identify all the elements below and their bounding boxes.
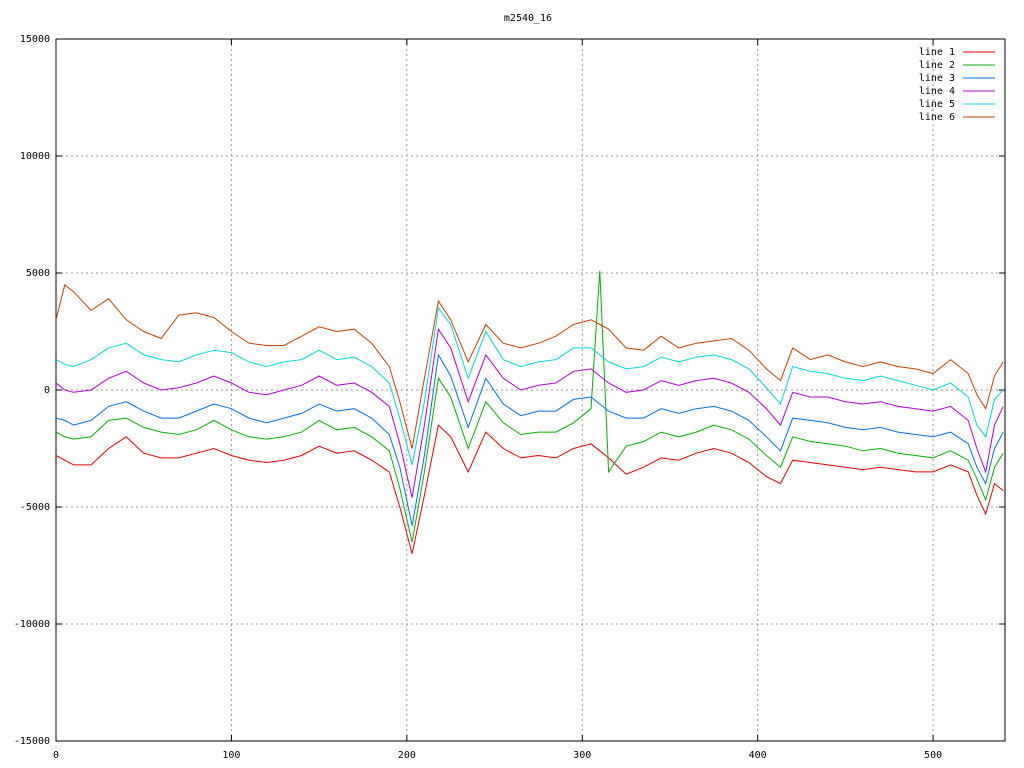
y-tick-label: 15000 bbox=[20, 34, 50, 45]
x-tick-label: 400 bbox=[749, 750, 767, 761]
y-tick-label: 0 bbox=[44, 385, 50, 396]
legend-label: line 5 bbox=[919, 99, 955, 110]
y-tick-label: 5000 bbox=[26, 268, 50, 279]
legend-label: line 1 bbox=[919, 47, 955, 58]
x-tick-label: 200 bbox=[398, 750, 416, 761]
x-tick-label: 500 bbox=[924, 750, 942, 761]
y-tick-label: -15000 bbox=[14, 736, 50, 747]
x-tick-label: 100 bbox=[222, 750, 240, 761]
legend-label: line 6 bbox=[919, 112, 955, 123]
data-line bbox=[55, 327, 1004, 498]
x-tick-label: 0 bbox=[53, 750, 59, 761]
plot-border bbox=[55, 38, 1006, 742]
data-line bbox=[55, 353, 1004, 526]
data-line bbox=[55, 270, 1004, 543]
x-tick-label: 300 bbox=[573, 750, 591, 761]
legend-label: line 3 bbox=[919, 73, 955, 84]
data-line bbox=[55, 424, 1004, 554]
chart-title: m2540_16 bbox=[504, 13, 552, 24]
data-line bbox=[55, 306, 1004, 466]
legend-label: line 2 bbox=[919, 60, 955, 71]
y-tick-label: 10000 bbox=[20, 151, 50, 162]
y-tick-label: -10000 bbox=[14, 619, 50, 630]
y-tick-label: -5000 bbox=[20, 502, 50, 513]
legend-label: line 4 bbox=[919, 86, 955, 97]
data-line bbox=[55, 283, 1004, 449]
